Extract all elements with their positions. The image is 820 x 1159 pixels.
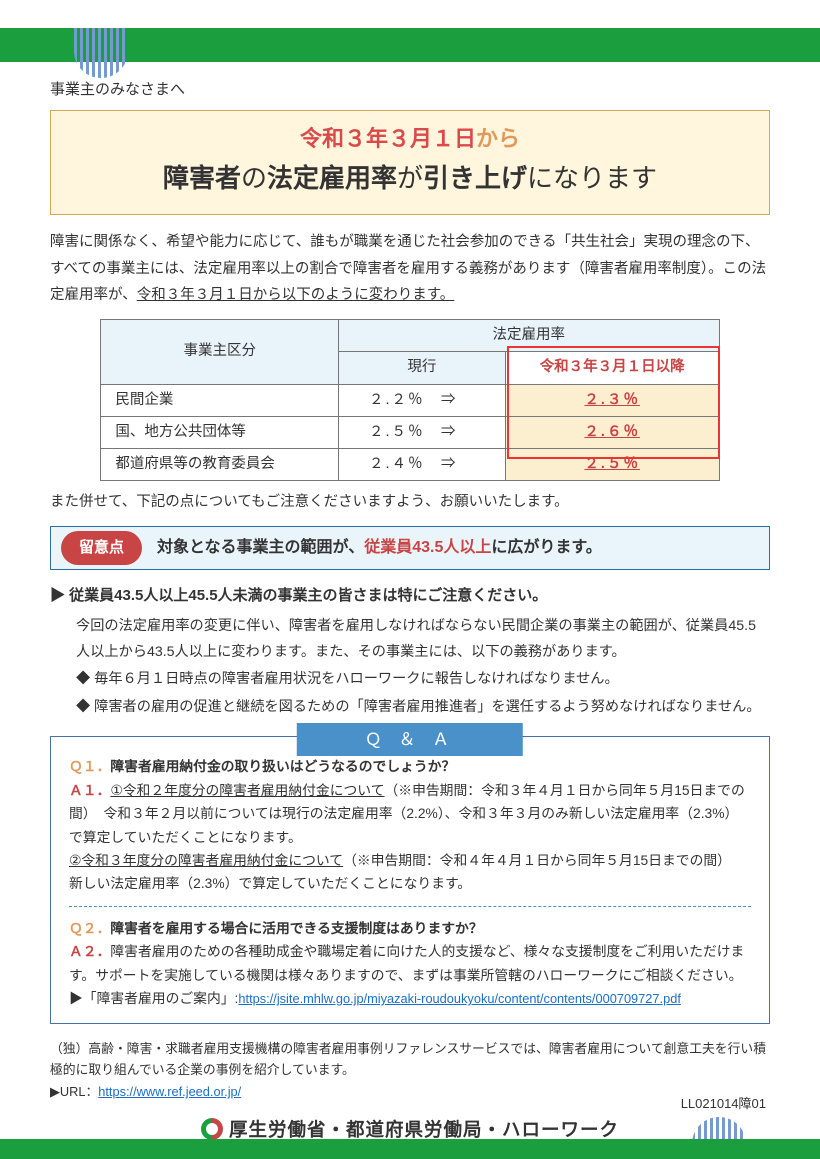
greeting: 事業主のみなさまへ [50, 78, 770, 102]
cell-new-1: ２.６％ [505, 416, 719, 448]
a2-text: 障害者雇用のための各種助成金や職場定着に向けた人的支援など、様々な支援制度をご利… [69, 944, 744, 982]
page-content: 事業主のみなさまへ 令和３年３月１日から 障害者の法定雇用率が引き上げになります… [50, 78, 770, 1145]
t2-p1: の [241, 163, 267, 193]
callout-text: 対象となる事業主の範囲が、従業員43.5人以上に広がります。 [157, 539, 602, 556]
cell-new-0: ２.３％ [505, 384, 719, 416]
qa-q2: Ｑ２．障害者を雇用する場合に活用できる支援制度はありますか？ [69, 917, 751, 940]
attention-bullet-1: ◆ 障害者の雇用の促進と継続を図るための「障害者雇用推進者」を選任するよう努めな… [76, 695, 770, 721]
callout-post: に広がります。 [491, 539, 601, 556]
attention-bullet-0: ◆ 毎年６月１日時点の障害者雇用状況をハローワークに報告しなければなりません。 [76, 667, 770, 693]
qa-a1: Ａ１．①令和２年度分の障害者雇用納付金について（※申告期間：令和３年４月１日から… [69, 779, 751, 896]
a1-label: Ａ１． [69, 783, 110, 798]
qa-link-row: ▶「障害者雇用のご案内」:https://jsite.mhlw.go.jp/mi… [69, 987, 751, 1010]
rate-table: 事業主区分 法定雇用率 現行 令和３年３月１日以降 民間企業 ２.２％ ⇒ ２.… [100, 319, 719, 481]
title-box: 令和３年３月１日から 障害者の法定雇用率が引き上げになります [50, 110, 770, 215]
qa-section: Ｑ ＆ Ａ Ｑ１．障害者雇用納付金の取り扱いはどうなるのでしょうか？ Ａ１．①令… [50, 736, 770, 1024]
t2-b3: 引き上げ [423, 163, 527, 193]
table-row: 都道府県等の教育委員会 ２.４％ ⇒ ２.５％ [101, 448, 719, 480]
cell-cat-0: 民間企業 [101, 384, 339, 416]
attention-body: 今回の法定雇用率の変更に伴い、障害者を雇用しなければならない民間企業の事業主の範… [50, 614, 770, 720]
qa-tab: Ｑ ＆ Ａ [297, 723, 523, 756]
footer-note: （独）高齢・障害・求職者雇用支援機構の障害者雇用事例リファレンスサービスでは、障… [50, 1038, 770, 1103]
callout-box: 留意点 対象となる事業主の範囲が、従業員43.5人以上に広がります。 [50, 526, 770, 570]
qa-link-label: ▶「障害者雇用のご案内」: [69, 991, 238, 1006]
callout-pill: 留意点 [61, 531, 142, 565]
a2-label: Ａ２． [69, 944, 110, 959]
intro-underline: 令和３年３月１日から以下のように変わります。 [137, 287, 455, 303]
a1-u1: ①令和２年度分の障害者雇用納付金について [110, 783, 384, 798]
table-row: 民間企業 ２.２％ ⇒ ２.３％ [101, 384, 719, 416]
qa-q1: Ｑ１．障害者雇用納付金の取り扱いはどうなるのでしょうか？ [69, 755, 751, 778]
th-rate: 法定雇用率 [339, 320, 720, 352]
q1-label: Ｑ１． [69, 759, 110, 774]
q2-label: Ｑ２． [69, 921, 110, 936]
footer-url-link[interactable]: https://www.ref.jeed.or.jp/ [98, 1084, 241, 1099]
document-id: LL021014障01 [681, 1094, 766, 1115]
agency-text: 厚生労働省・都道府県労働局・ハローワーク [229, 1119, 619, 1140]
note-after-table: また併せて、下記の点についてもご注意くださいますよう、お願いいたします。 [50, 491, 770, 514]
a1-u2: ②令和３年度分の障害者雇用納付金について [69, 853, 343, 868]
top-stripe-decoration [74, 28, 128, 78]
attention-para: 今回の法定雇用率の変更に伴い、障害者を雇用しなければならない民間企業の事業主の範… [76, 614, 770, 665]
cell-cur-1: ２.５％ ⇒ [339, 416, 506, 448]
qa-link[interactable]: https://jsite.mhlw.go.jp/miyazaki-roudou… [238, 991, 680, 1006]
th-current: 現行 [339, 352, 506, 384]
cell-cur-2: ２.４％ ⇒ [339, 448, 506, 480]
th-new: 令和３年３月１日以降 [505, 352, 719, 384]
qa-divider [69, 906, 751, 907]
intro-paragraph: 障害に関係なく、希望や能力に応じて、誰もが職業を通じた社会参加のできる「共生社会… [50, 229, 770, 309]
q1-text: 障害者雇用納付金の取り扱いはどうなるのでしょうか？ [110, 759, 455, 774]
callout-pre: 対象となる事業主の範囲が、 [157, 539, 364, 556]
attention-heading: ▶ 従業員43.5人以上45.5人未満の事業主の皆さまは特にご注意ください。 [50, 584, 770, 608]
cell-cat-1: 国、地方公共団体等 [101, 416, 339, 448]
footer-note-text: （独）高齢・障害・求職者雇用支援機構の障害者雇用事例リファレンスサービスでは、障… [50, 1041, 766, 1078]
qa-box: Ｑ１．障害者雇用納付金の取り扱いはどうなるのでしょうか？ Ａ１．①令和２年度分の… [50, 736, 770, 1024]
cell-cur-0: ２.２％ ⇒ [339, 384, 506, 416]
cell-cat-2: 都道府県等の教育委員会 [101, 448, 339, 480]
t2-b2: 法定雇用率 [267, 163, 397, 193]
callout-em: 従業員43.5人以上 [364, 539, 491, 556]
table-row: 国、地方公共団体等 ２.５％ ⇒ ２.６％ [101, 416, 719, 448]
title-line-1: 令和３年３月１日から [65, 121, 755, 156]
mhlw-logo-icon [201, 1118, 223, 1140]
cell-new-2: ２.５％ [505, 448, 719, 480]
title-line-2: 障害者の法定雇用率が引き上げになります [65, 158, 755, 200]
footer-url-label: ▶URL： [50, 1084, 98, 1099]
bottom-green-bar [0, 1139, 820, 1159]
th-category: 事業主区分 [101, 320, 339, 384]
t2-p3: になります [527, 163, 657, 193]
t2-p2: が [397, 163, 423, 193]
q2-text: 障害者を雇用する場合に活用できる支援制度はありますか？ [110, 921, 482, 936]
title-suffix: から [476, 126, 520, 151]
t2-b1: 障害者 [163, 163, 241, 193]
title-date: 令和３年３月１日 [300, 126, 476, 151]
qa-a2: Ａ２．障害者雇用のための各種助成金や職場定着に向けた人的支援など、様々な支援制度… [69, 940, 751, 987]
